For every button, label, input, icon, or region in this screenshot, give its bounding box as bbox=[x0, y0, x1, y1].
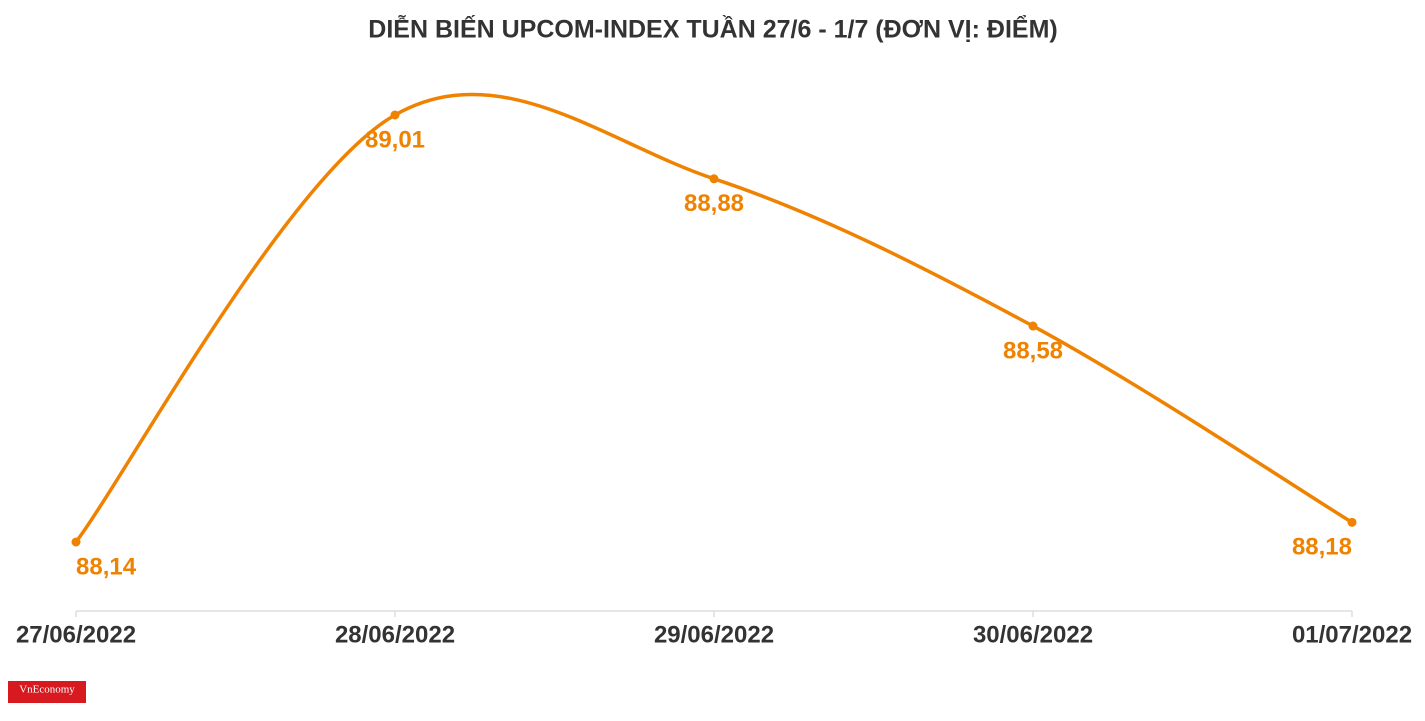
value-label: 88,88 bbox=[684, 190, 744, 217]
x-tick-label: 28/06/2022 bbox=[335, 621, 455, 648]
point bbox=[1028, 321, 1038, 331]
logo-box bbox=[8, 681, 86, 703]
value-label: 89,01 bbox=[365, 126, 425, 153]
value-label: 88,58 bbox=[1003, 337, 1063, 364]
value-label: 88,14 bbox=[76, 553, 137, 580]
point bbox=[709, 174, 719, 184]
x-tick-label: 01/07/2022 bbox=[1292, 621, 1412, 648]
line bbox=[74, 92, 1353, 544]
point bbox=[71, 537, 81, 547]
x-tick-label: 29/06/2022 bbox=[654, 621, 774, 648]
chart-title: DIỄN BIẾN UPCOM-INDEX TUẦN 27/6 - 1/7 (Đ… bbox=[368, 14, 1057, 44]
value-label: 88,18 bbox=[1292, 534, 1352, 561]
logo: VnEconomy bbox=[19, 684, 75, 696]
point bbox=[390, 110, 400, 120]
x-tick-label: 27/06/2022 bbox=[16, 621, 136, 648]
point bbox=[1347, 517, 1357, 527]
x-tick-label: 30/06/2022 bbox=[973, 621, 1093, 648]
